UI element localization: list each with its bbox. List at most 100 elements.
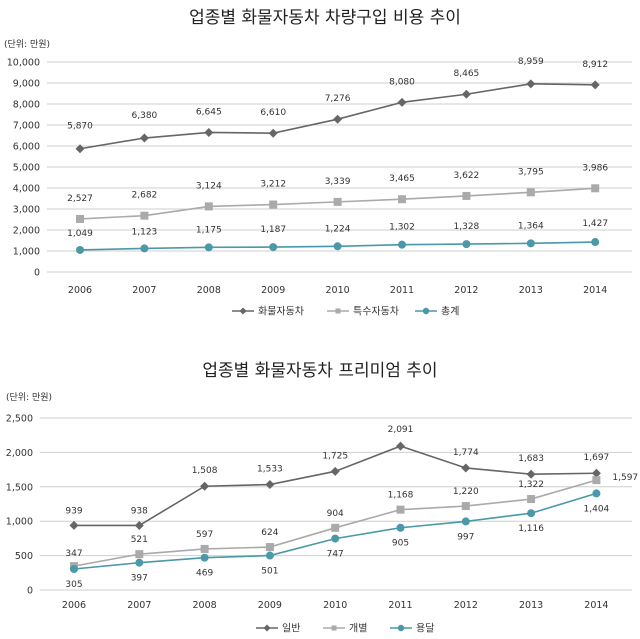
data-point — [398, 195, 406, 204]
x-tick-label: 2014 — [583, 285, 607, 296]
data-label: 2,091 — [388, 425, 414, 435]
y-tick-label: 500 — [15, 551, 33, 562]
data-point — [69, 520, 79, 530]
x-tick-label: 2011 — [388, 600, 412, 611]
y-tick-label: 4,000 — [13, 184, 40, 195]
data-point — [269, 200, 278, 209]
data-point — [204, 243, 213, 252]
legend-label: 용달 — [416, 623, 434, 635]
data-label: 501 — [261, 567, 278, 577]
data-label: 1,168 — [388, 491, 414, 501]
data-label: 347 — [65, 549, 82, 559]
data-label: 1,187 — [260, 225, 286, 235]
data-point — [462, 240, 471, 249]
data-label: 904 — [327, 509, 344, 519]
series-일반: 939 938 1,508 1,533 1,725 2,091 1,774 1,683 1,69… — [65, 425, 609, 530]
data-point — [397, 97, 407, 107]
legend-marker-icon — [263, 624, 271, 632]
y-tick-label: 5,000 — [13, 163, 40, 174]
data-point — [333, 114, 343, 124]
data-point — [396, 441, 405, 451]
data-label: 3,212 — [260, 180, 286, 190]
data-point — [526, 239, 535, 248]
data-label: 1,220 — [453, 487, 479, 497]
data-label: 1,774 — [453, 448, 479, 458]
legend: 일반 개별 용달 — [256, 623, 434, 635]
data-label: 5,870 — [67, 122, 93, 132]
legend: 화물자동차 특수자동차 총계 — [232, 306, 459, 318]
data-label: 3,124 — [196, 181, 222, 191]
data-point — [204, 202, 213, 211]
data-label: 6,380 — [132, 111, 158, 121]
data-label: 1,322 — [518, 480, 544, 490]
data-label: 397 — [131, 574, 148, 584]
x-tick-label: 2009 — [261, 285, 285, 296]
data-label: 938 — [131, 506, 148, 516]
chart-purchase-cost: 업종별 화물자동차 차량구입 비용 추이 (단위: 만원) 0 1,000 2,00… — [4, 8, 632, 318]
data-point — [268, 128, 278, 138]
y-tick-label: 6,000 — [13, 142, 40, 153]
chart2-title: 업종별 화물자동차 프리미엄 추이 — [202, 361, 437, 381]
y-tick-label: 2,000 — [6, 448, 33, 459]
legend-item: 화물자동차 — [232, 306, 304, 318]
data-label: 1,725 — [322, 451, 348, 461]
data-label: 2,527 — [67, 194, 93, 204]
data-label: 6,610 — [260, 108, 286, 118]
data-point — [135, 550, 144, 559]
chart2-unit-label: (단위: 만원) — [6, 392, 52, 403]
data-label: 6,645 — [196, 107, 222, 117]
data-label: 8,465 — [454, 69, 480, 79]
data-label: 1,049 — [67, 229, 93, 239]
data-label: 1,116 — [518, 524, 544, 534]
data-point — [592, 489, 601, 498]
data-point — [70, 565, 78, 574]
data-label: 597 — [196, 530, 213, 540]
x-tick-label: 2013 — [519, 600, 543, 611]
data-label: 7,276 — [325, 94, 351, 104]
data-point — [590, 80, 600, 90]
chart1-unit-label: (단위: 만원) — [4, 39, 50, 50]
data-point — [330, 466, 340, 476]
data-label: 1,508 — [192, 466, 218, 476]
data-label: 3,986 — [582, 163, 608, 173]
data-point — [269, 243, 278, 252]
data-point — [527, 509, 536, 518]
data-point — [333, 197, 342, 206]
legend-item: 특수자동차 — [327, 306, 399, 318]
legend-item: 일반 — [256, 623, 300, 635]
series-특수자동차: 2,527 2,682 3,124 3,212 3,339 3,465 3,622 3,795… — [67, 163, 608, 223]
x-tick-label: 2012 — [454, 600, 478, 611]
data-label: 747 — [327, 550, 344, 560]
legend-label: 총계 — [441, 306, 459, 318]
data-label: 8,959 — [518, 57, 544, 67]
legend-label: 화물자동차 — [258, 306, 304, 318]
y-tick-label: 7,000 — [13, 121, 40, 132]
data-point — [527, 495, 536, 504]
x-tick-label: 2013 — [519, 285, 543, 296]
y-tick-label: 0 — [34, 268, 40, 279]
data-label: 1,224 — [325, 224, 351, 234]
y-tick-label: 9,000 — [13, 79, 40, 90]
data-point — [134, 520, 144, 530]
series-용달: 305 397 469 501 747 905 997 1,116 1,404 — [65, 489, 610, 590]
data-label: 521 — [131, 535, 148, 545]
legend-label: 일반 — [282, 623, 300, 635]
data-point — [461, 89, 471, 99]
data-point — [461, 502, 470, 511]
data-label: 1,597 — [612, 473, 638, 483]
legend-item: 총계 — [415, 306, 459, 318]
data-point — [75, 144, 85, 154]
data-point — [200, 553, 209, 562]
data-point — [526, 79, 536, 89]
legend-marker-icon — [239, 307, 247, 315]
data-point — [526, 469, 536, 479]
data-label: 8,912 — [582, 60, 608, 70]
data-label: 1,427 — [582, 219, 608, 229]
legend-marker-icon — [397, 624, 405, 632]
y-tick-label: 10,000 — [7, 58, 40, 69]
data-label: 1,683 — [518, 454, 544, 464]
data-label: 1,404 — [584, 504, 610, 514]
x-tick-label: 2011 — [390, 285, 414, 296]
data-point — [331, 523, 340, 532]
x-tick-label: 2006 — [68, 285, 92, 296]
